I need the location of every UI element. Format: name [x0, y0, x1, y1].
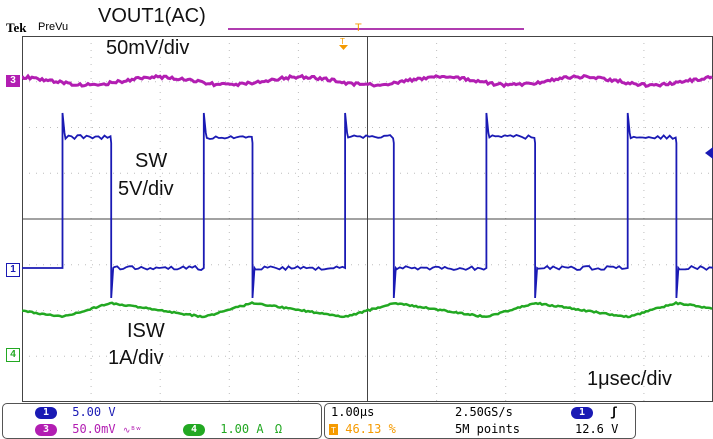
acquisition-mode: PreVu: [38, 21, 68, 33]
ch3-badge: 3: [35, 424, 57, 436]
ch3-setting[interactable]: 3 50.0mV ∿ᴮʷ: [35, 422, 141, 436]
trigger-t-icon: T: [329, 424, 338, 435]
horizontal-settings-panel[interactable]: 1.00μs T 46.13 % 2.50GS/s 5M points 1 ʃ …: [324, 403, 636, 439]
trigger-setting[interactable]: 1 ʃ: [571, 405, 617, 419]
ch1-marker-label: 1: [10, 264, 16, 275]
svg-text:T: T: [331, 426, 336, 435]
trigger-slope-icon: ʃ: [610, 405, 617, 419]
ch1-scale: 5.00 V: [72, 405, 115, 419]
sw-scale-label: 5V/div: [118, 178, 174, 201]
trigger-position: 46.13 %: [345, 422, 396, 436]
trigger-level: 12.6 V: [575, 422, 618, 436]
isw-scale-label: 1A/div: [108, 347, 164, 370]
ch4-badge: 4: [183, 424, 205, 436]
brand-logo: Tek: [6, 20, 26, 36]
vout-label: VOUT1(AC): [98, 5, 206, 28]
record-length: 5M points: [455, 422, 520, 436]
ch3-marker[interactable]: 3: [6, 75, 20, 87]
trigger-source-badge: 1: [571, 407, 593, 419]
ch1-setting[interactable]: 1 5.00 V: [35, 405, 116, 419]
ch4-setting[interactable]: 4 1.00 A Ω: [183, 422, 282, 436]
vertical-settings-panel[interactable]: 1 5.00 V 3 50.0mV ∿ᴮʷ 4 1.00 A Ω: [2, 403, 322, 439]
sw-label: SW: [135, 150, 167, 173]
ref-level-arrow-icon: [704, 147, 713, 159]
ch1-badge: 1: [35, 407, 57, 419]
isw-label: ISW: [127, 320, 165, 343]
sample-rate: 2.50GS/s: [455, 405, 513, 419]
ch4-marker-label: 4: [10, 349, 16, 360]
vout-scale-label: 50mV/div: [106, 37, 189, 60]
trigger-t-icon: T: [354, 20, 364, 34]
timebase-label: 1μsec/div: [587, 368, 672, 391]
ch3-coupling-icon: ∿ᴮʷ: [123, 426, 141, 436]
ch4-scale: 1.00 A: [220, 422, 263, 436]
ch3-scale: 50.0mV: [72, 422, 115, 436]
trigger-position-readout: T 46.13 %: [329, 422, 396, 436]
svg-text:T: T: [355, 22, 362, 34]
ch1-marker[interactable]: 1: [6, 263, 20, 277]
record-view-bar: [228, 28, 524, 30]
status-bar: 1 5.00 V 3 50.0mV ∿ᴮʷ 4 1.00 A Ω 1.00μs …: [0, 402, 713, 439]
ch4-marker[interactable]: 4: [6, 348, 20, 362]
ch4-coupling-icon: Ω: [275, 422, 282, 436]
ch3-marker-label: 3: [10, 75, 16, 86]
horizontal-scale: 1.00μs: [331, 405, 374, 419]
